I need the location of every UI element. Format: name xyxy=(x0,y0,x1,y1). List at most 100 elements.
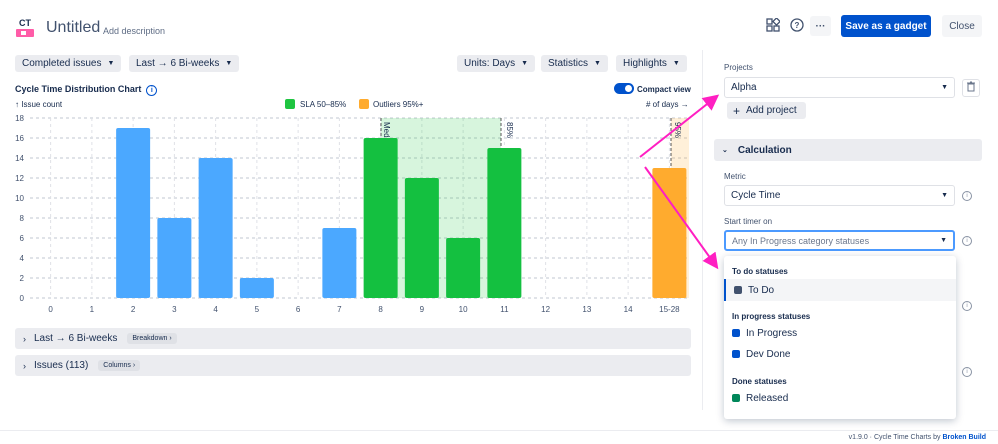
item-label: To Do xyxy=(748,284,775,296)
bar-3[interactable] xyxy=(157,218,192,298)
p95-label: 95% xyxy=(673,122,682,138)
info-icon[interactable]: i xyxy=(962,236,972,246)
bar-11[interactable] xyxy=(487,148,522,298)
bar-5[interactable] xyxy=(239,278,274,298)
add-project-label: Add project xyxy=(746,105,797,116)
breakdown-section[interactable]: › Last → 6 Bi-weeks Breakdown › xyxy=(15,328,691,349)
info-icon[interactable]: i xyxy=(962,301,972,311)
add-project-button[interactable]: + Add project xyxy=(727,102,806,119)
breakdown-chip[interactable]: Breakdown › xyxy=(127,333,177,344)
bar-10[interactable] xyxy=(446,238,481,298)
dropdown-label: Units: Days xyxy=(464,58,516,69)
start-timer-select[interactable]: Any In Progress category statuses ▼ xyxy=(724,230,955,251)
item-label: Dev Done xyxy=(746,348,791,360)
status-swatch xyxy=(734,286,742,294)
p85-label: 85% xyxy=(505,122,514,138)
app-logo: CT xyxy=(14,16,36,38)
y-tick-label: 0 xyxy=(20,294,25,303)
page-title[interactable]: Untitled xyxy=(46,19,101,36)
y-tick-label: 8 xyxy=(20,214,25,223)
footer-text: v1.9.0 · Cycle Time Charts by xyxy=(848,434,943,441)
chevron-down-icon: ▼ xyxy=(521,60,529,67)
chevron-down-icon: ▼ xyxy=(672,60,680,67)
chevron-right-icon: › xyxy=(23,360,26,371)
annotation-arrows xyxy=(639,94,720,270)
bar-4[interactable] xyxy=(198,158,233,298)
footer: v1.9.0 · Cycle Time Charts by Broken Bui… xyxy=(0,430,998,444)
menu-item-released[interactable]: Released xyxy=(724,387,956,409)
dropdown-label: Completed issues xyxy=(22,58,102,69)
y-tick-label: 18 xyxy=(15,114,24,123)
bar-9[interactable] xyxy=(404,178,439,298)
units-dropdown[interactable]: Units: Days ▼ xyxy=(457,55,536,72)
delete-project-button[interactable] xyxy=(962,79,980,97)
x-tick-label: 15-28 xyxy=(659,305,680,314)
x-tick-label: 7 xyxy=(337,305,342,314)
select-value: Cycle Time xyxy=(731,190,781,201)
chart-title: Cycle Time Distribution Chart i xyxy=(15,84,158,96)
info-icon[interactable]: i xyxy=(962,191,972,201)
layout-button[interactable] xyxy=(762,16,783,36)
svg-text:?: ? xyxy=(794,21,799,30)
help-button[interactable]: ? xyxy=(786,16,807,36)
chevron-down-icon: ▼ xyxy=(107,60,115,67)
trash-icon xyxy=(966,81,976,95)
bar-15-28[interactable] xyxy=(652,168,687,298)
group-label-in-progress: In progress statuses xyxy=(732,312,811,321)
x-tick-label: 3 xyxy=(172,305,177,314)
dropdown-label: Last → 6 Bi-weeks xyxy=(136,58,220,69)
chevron-down-icon: ▼ xyxy=(941,192,948,199)
x-tick-label: 10 xyxy=(459,305,468,314)
compact-view-toggle[interactable] xyxy=(614,83,634,94)
panel-divider xyxy=(702,50,703,410)
x-tick-label: 13 xyxy=(582,305,591,314)
calculation-section[interactable]: ⌄ Calculation xyxy=(714,139,982,161)
columns-chip[interactable]: Columns › xyxy=(98,360,141,371)
issues-section[interactable]: › Issues (113) Columns › xyxy=(15,355,691,376)
menu-item-todo[interactable]: To Do xyxy=(724,279,956,301)
issue-type-dropdown[interactable]: Completed issues ▼ xyxy=(15,55,122,72)
bar-8[interactable] xyxy=(363,138,398,298)
menu-item-in-progress[interactable]: In Progress xyxy=(724,322,956,344)
bar-7[interactable] xyxy=(322,228,357,298)
y-tick-label: 4 xyxy=(20,254,25,263)
chip-label: Breakdown xyxy=(132,335,168,342)
y-tick-label: 10 xyxy=(15,194,24,203)
more-button[interactable]: ··· xyxy=(810,16,831,36)
metric-select[interactable]: Cycle Time ▼ xyxy=(724,185,955,206)
highlights-dropdown[interactable]: Highlights ▼ xyxy=(616,55,687,72)
chevron-down-icon: ▼ xyxy=(225,60,233,67)
plus-icon: + xyxy=(733,103,741,118)
menu-item-dev-done[interactable]: Dev Done xyxy=(724,343,956,365)
close-button[interactable]: Close xyxy=(942,15,982,37)
x-tick-label: 8 xyxy=(378,305,383,314)
start-timer-label: Start timer on xyxy=(724,217,773,226)
layout-icon xyxy=(765,16,781,35)
chevron-down-icon: ▼ xyxy=(940,237,947,244)
x-tick-label: 5 xyxy=(255,305,260,314)
item-label: In Progress xyxy=(746,327,798,339)
footer-brand-link[interactable]: Broken Build xyxy=(942,434,986,441)
project-select[interactable]: Alpha ▼ xyxy=(724,77,955,98)
add-description-link[interactable]: Add description xyxy=(103,26,166,36)
info-icon[interactable]: i xyxy=(146,85,158,96)
legend-swatch-sla xyxy=(285,99,295,109)
select-value: Alpha xyxy=(731,82,757,93)
chevron-down-icon: ▼ xyxy=(594,60,601,67)
period-dropdown[interactable]: Last → 6 Bi-weeks ▼ xyxy=(129,55,240,72)
statistics-dropdown[interactable]: Statistics ▼ xyxy=(541,55,608,72)
x-tick-label: 2 xyxy=(131,305,136,314)
save-gadget-button[interactable]: Save as a gadget xyxy=(841,15,931,37)
legend-label-sla: SLA 50–85% xyxy=(300,100,347,109)
x-tick-label: 12 xyxy=(541,305,550,314)
y-tick-label: 2 xyxy=(20,274,25,283)
info-icon[interactable]: i xyxy=(962,367,972,377)
x-tick-label: 4 xyxy=(213,305,218,314)
chevron-down-icon: ⌄ xyxy=(722,147,728,154)
x-tick-label: 1 xyxy=(90,305,95,314)
x-tick-label: 14 xyxy=(624,305,633,314)
bar-2[interactable] xyxy=(116,128,151,298)
sla-band xyxy=(381,118,501,298)
legend-swatch-outliers xyxy=(359,99,369,109)
section-label: Issues (113) xyxy=(34,360,89,371)
